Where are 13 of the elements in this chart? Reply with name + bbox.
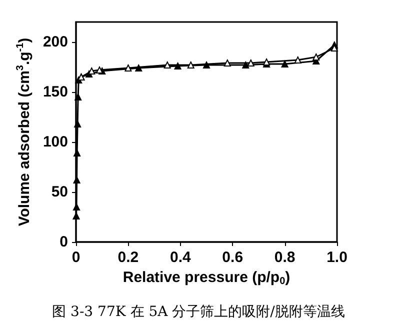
x-tick-label: 0.2 (118, 249, 139, 266)
x-tick-label: 0.6 (222, 249, 244, 266)
y-axis-title: Volume adsorbed (cm3.g-1) (15, 38, 34, 226)
x-tick-label: 0.4 (170, 249, 192, 266)
y-tick-label: 50 (51, 184, 68, 200)
y-tick-label: 0 (60, 234, 68, 250)
x-tick-label: 0.8 (274, 249, 296, 266)
y-tick-label: 100 (42, 134, 68, 150)
x-tick-label: 0 (72, 249, 80, 266)
x-tick-label: 1.0 (326, 249, 348, 266)
caption: 图 3-3 77K 在 5A 分子筛上的吸附/脱附等温线 (52, 304, 345, 320)
y-tick-label: 150 (42, 84, 68, 100)
y-tick-label: 200 (42, 34, 68, 50)
